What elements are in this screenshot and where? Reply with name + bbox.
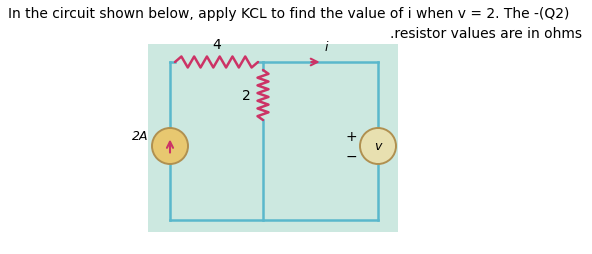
Text: −: − — [345, 149, 357, 163]
Text: i: i — [325, 41, 328, 54]
Text: 4: 4 — [212, 38, 221, 52]
Text: 2A: 2A — [131, 130, 148, 143]
FancyBboxPatch shape — [148, 45, 398, 232]
Text: 2: 2 — [242, 89, 251, 103]
Text: .resistor values are in ohms: .resistor values are in ohms — [390, 27, 582, 41]
Text: In the circuit shown below, apply KCL to find the value of i when v = 2. The -(Q: In the circuit shown below, apply KCL to… — [8, 7, 570, 21]
Circle shape — [360, 129, 396, 164]
Text: +: + — [345, 130, 357, 144]
Text: v: v — [374, 140, 382, 153]
Circle shape — [152, 129, 188, 164]
